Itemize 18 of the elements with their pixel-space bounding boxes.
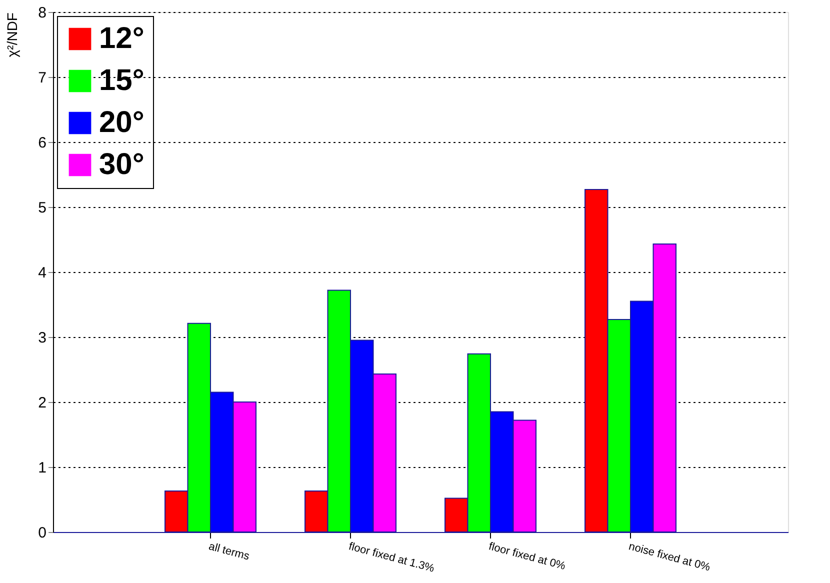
y-tick-label: 7: [38, 70, 46, 86]
y-tick-label: 0: [38, 524, 46, 542]
x-tick-label: floor fixed at 1.3%: [347, 540, 436, 575]
legend-label: 12°: [99, 22, 144, 55]
y-tick-label: 2: [38, 394, 46, 412]
x-tick-label: all terms: [207, 540, 252, 563]
y-tick-label: 1: [38, 460, 46, 476]
legend-label: 20°: [99, 106, 144, 139]
legend-label: 15°: [99, 64, 144, 97]
legend-label: 30°: [99, 148, 144, 181]
x-tick-label: noise fixed at 0%: [627, 540, 712, 574]
y-tick-label: 4: [38, 264, 46, 282]
x-tick-label: floor fixed at 0%: [487, 540, 567, 573]
y-tick-label: 5: [38, 200, 46, 216]
y-tick-label: 8: [38, 4, 46, 22]
y-tick-label: 3: [38, 330, 46, 346]
y-axis-title: χ²/NDF: [4, 12, 20, 58]
y-tick-label: 6: [38, 134, 46, 152]
